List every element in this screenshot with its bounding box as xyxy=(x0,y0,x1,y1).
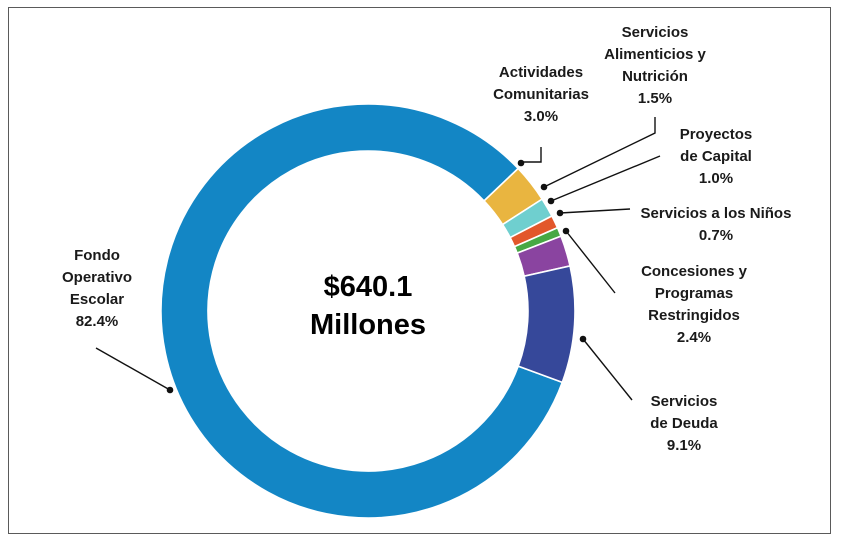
label-line-proyectos-de-capital: de Capital xyxy=(680,148,752,165)
label-line-actividades-comunitarias: Comunitarias xyxy=(493,86,589,103)
label-line-fondo-operativo-escolar: Operativo xyxy=(62,269,132,286)
leader-dot-fondo-operativo-escolar xyxy=(166,386,174,394)
leader-line-concesiones-y-programas-restringidos xyxy=(565,230,616,294)
label-line-fondo-operativo-escolar: Fondo xyxy=(74,247,120,264)
slice-servicios-de-deuda xyxy=(517,264,576,384)
label-fondo-operativo-escolar: Fondo Operativo Escolar 82.4% xyxy=(62,247,132,330)
leader-line-servicios-de-deuda xyxy=(582,338,633,401)
leader-dot-actividades-comunitarias xyxy=(517,159,525,167)
slices-group xyxy=(160,103,576,519)
label-actividades-comunitarias: Actividades Comunitarias 3.0% xyxy=(493,64,589,125)
leader-dot-servicios-a-los-ni-os xyxy=(556,209,564,217)
leader-dot-proyectos-de-capital xyxy=(547,197,555,205)
leader-line-actividades-comunitarias xyxy=(521,147,542,163)
labels-group: Fondo Operativo Escolar 82.4% Actividades Com… xyxy=(62,24,791,454)
label-line-proyectos-de-capital: Proyectos xyxy=(680,126,753,143)
label-line-servicios-alimenticios-y-nutrici-n: Alimenticios y xyxy=(604,46,706,63)
leader-line-servicios-alimenticios-y-nutrici-n xyxy=(543,117,656,188)
value-label-concesiones-y-programas-restringidos: 2.4% xyxy=(677,329,711,346)
label-concesiones-y-programas-restringidos: Concesiones y Programas Restringidos 2.4% xyxy=(641,263,748,346)
label-line-actividades-comunitarias: Actividades xyxy=(499,64,583,81)
label-line-fondo-operativo-escolar: Escolar xyxy=(70,291,124,308)
label-line-concesiones-y-programas-restringidos: Programas xyxy=(655,285,733,302)
label-servicios-alimenticios-y-nutrici-n: Servicios Alimenticios y Nutrición 1.5% xyxy=(604,24,706,107)
label-line-servicios-de-deuda: Servicios xyxy=(651,393,718,410)
leader-dot-concesiones-y-programas-restringidos xyxy=(562,227,570,235)
label-line-concesiones-y-programas-restringidos: Concesiones y xyxy=(641,263,748,280)
leader-dot-servicios-alimenticios-y-nutrici-n xyxy=(540,183,548,191)
leader-dot-servicios-de-deuda xyxy=(579,335,587,343)
center-unit: Millones xyxy=(310,309,426,341)
value-label-actividades-comunitarias: 3.0% xyxy=(524,108,558,125)
label-line-servicios-alimenticios-y-nutrici-n: Servicios xyxy=(622,24,689,41)
slice-fondo-operativo-escolar xyxy=(160,103,564,519)
value-label-servicios-alimenticios-y-nutrici-n: 1.5% xyxy=(638,90,672,107)
label-servicios-de-deuda: Servicios de Deuda 9.1% xyxy=(650,393,718,454)
leaders-group xyxy=(95,117,661,401)
label-servicios-a-los-ni-os: Servicios a los Niños 0.7% xyxy=(641,205,792,244)
leader-line-fondo-operativo-escolar xyxy=(95,347,171,391)
value-label-servicios-a-los-ni-os: 0.7% xyxy=(699,227,733,244)
chart-frame xyxy=(8,7,831,534)
leader-line-proyectos-de-capital xyxy=(550,155,661,202)
label-proyectos-de-capital: Proyectos de Capital 1.0% xyxy=(680,126,753,187)
label-line-servicios-a-los-ni-os: Servicios a los Niños xyxy=(641,205,792,222)
value-label-fondo-operativo-escolar: 82.4% xyxy=(76,313,119,330)
center-total: $640.1 xyxy=(324,271,413,303)
value-label-proyectos-de-capital: 1.0% xyxy=(699,170,733,187)
label-line-servicios-alimenticios-y-nutrici-n: Nutrición xyxy=(622,68,688,85)
value-label-servicios-de-deuda: 9.1% xyxy=(667,437,701,454)
label-line-servicios-de-deuda: de Deuda xyxy=(650,415,718,432)
label-line-concesiones-y-programas-restringidos: Restringidos xyxy=(648,307,740,324)
leader-line-servicios-a-los-ni-os xyxy=(559,208,631,214)
